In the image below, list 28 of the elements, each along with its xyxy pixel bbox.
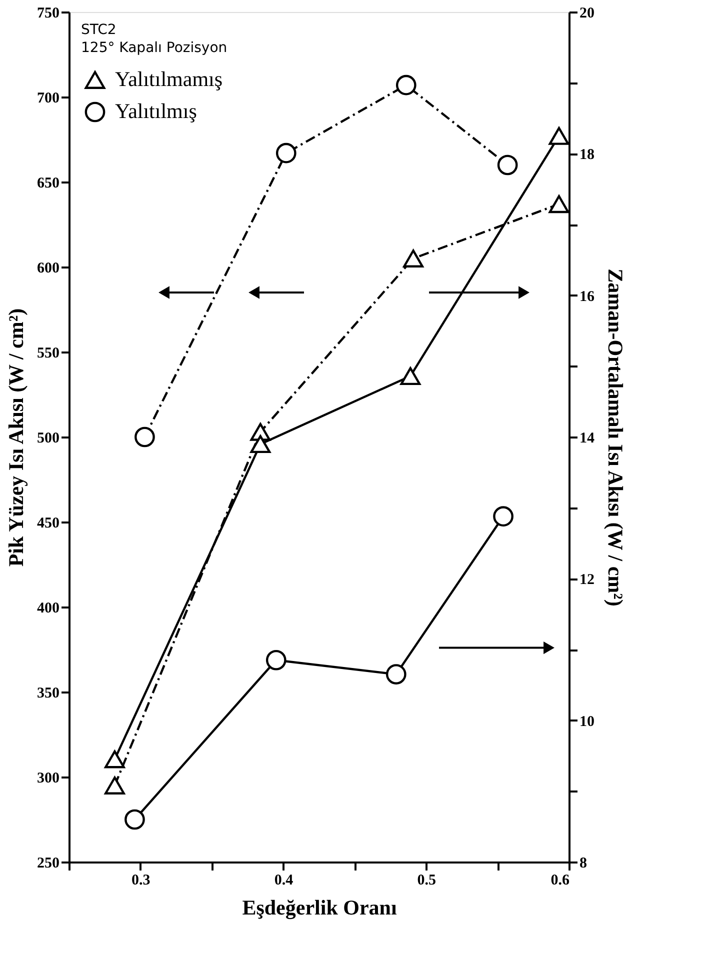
legend-label: Yalıtılmamış xyxy=(115,67,223,91)
x-axis-title: Eşdeğerlik Oranı xyxy=(242,896,397,920)
y-tick-label: 500 xyxy=(37,430,60,446)
y-tick-label: 450 xyxy=(37,516,60,532)
x-tick-label: 0.3 xyxy=(132,872,150,888)
y-axis-title: Pik Yüzey Isı Akısı (W / cm²) xyxy=(4,308,28,567)
legend-label: Yalıtılmış xyxy=(115,99,197,123)
y2-tick-label: 18 xyxy=(580,147,594,164)
y2-tick-label: 12 xyxy=(580,572,594,588)
y-tick-label: 600 xyxy=(37,260,60,276)
y2-tick-label: 10 xyxy=(580,714,594,730)
legend-title: STC2 125° Kapalı Pozisyon xyxy=(81,22,228,56)
x-tick-label: 0.6 xyxy=(550,872,570,888)
x-tick-label: 0.5 xyxy=(417,872,436,888)
x-tick-label: 0.4 xyxy=(274,872,294,888)
y2-tick-label: 8 xyxy=(580,856,587,872)
y-tick-label: 300 xyxy=(37,770,60,786)
y-tick-label: 550 xyxy=(37,346,60,362)
y-tick-label: 400 xyxy=(37,600,60,616)
y2-axis-title: Zaman-Ortalamalı Isı Akısı (W / cm²) xyxy=(604,268,628,606)
y2-tick-label: 20 xyxy=(580,6,594,22)
y-tick-label: 250 xyxy=(37,856,60,872)
y2-tick-label: 14 xyxy=(580,430,595,446)
y-tick-label: 750 xyxy=(37,6,60,22)
y-tick-label: 650 xyxy=(37,176,60,192)
y-tick-label: 350 xyxy=(37,686,60,702)
y2-tick-label: 16 xyxy=(580,288,595,305)
y-tick-label: 700 xyxy=(37,90,60,106)
